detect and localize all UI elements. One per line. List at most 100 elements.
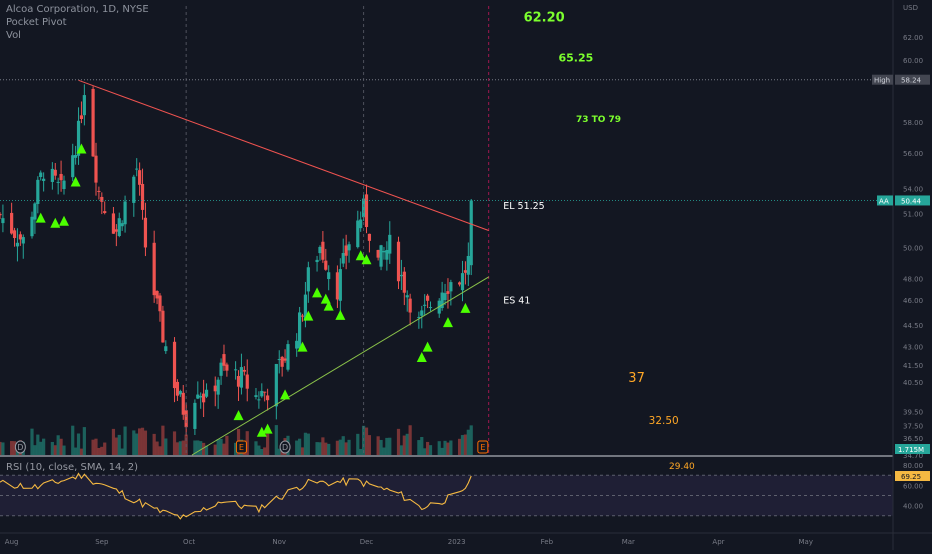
indicator-pocket-pivot: Pocket Pivot [6, 17, 67, 28]
candle-body [245, 374, 249, 389]
volume-bar [306, 433, 310, 455]
candle-body [324, 260, 328, 270]
volume-bar [245, 431, 249, 455]
candle-body [335, 272, 340, 300]
candle-body [164, 346, 168, 352]
volume-bar [103, 442, 107, 455]
indicator-volume: Vol [6, 30, 21, 41]
volume-bar [111, 428, 116, 455]
earnings-marker-label: E [480, 443, 485, 452]
volume-bar [318, 442, 322, 455]
volume-bar [388, 437, 392, 455]
candle-body [39, 172, 43, 178]
candle-body [71, 155, 75, 178]
pocket-pivot-marker [256, 426, 267, 437]
candle-body [440, 292, 444, 309]
volume-bar [42, 438, 46, 455]
candle-body [82, 95, 86, 116]
candle-body [1, 218, 5, 224]
dividend-marker [14, 440, 26, 454]
volume-bar [257, 445, 261, 455]
volume-bar [277, 448, 281, 455]
pocket-pivot-marker [312, 287, 323, 298]
candle-body [132, 176, 136, 203]
candle-body [376, 250, 380, 258]
price-tick-label: 58.00 [903, 119, 923, 127]
dividend-marker [279, 440, 291, 454]
volume-bar [193, 440, 197, 455]
candle-body [338, 269, 342, 301]
candle-body [193, 402, 197, 429]
candle-body [263, 391, 267, 393]
volume-bar [364, 427, 369, 455]
dividend-marker-label: D [282, 443, 288, 452]
symbol-title: Alcoa Corporation, 1D, NYSE [6, 4, 149, 15]
volume-bar [382, 447, 386, 455]
volume-bar [56, 435, 60, 455]
price-tick-label: 37.50 [903, 423, 923, 431]
candle-body [295, 340, 299, 349]
candle-body [423, 304, 427, 306]
candle-body [254, 395, 258, 398]
currency-label: USD [903, 4, 918, 12]
candle-body [155, 290, 159, 299]
candle-body [234, 369, 238, 371]
pocket-pivot-marker [355, 250, 366, 261]
candle-body [367, 233, 372, 241]
candle-body [135, 168, 139, 170]
volume-bar [420, 436, 424, 455]
rsi-line-group [0, 472, 472, 520]
price-tick-label: 40.50 [903, 379, 923, 387]
volume-bar [338, 439, 342, 455]
candle-body [388, 234, 392, 254]
pocket-pivot-marker [422, 341, 433, 352]
candle-body [15, 242, 20, 247]
time-tick-label: Feb [541, 538, 554, 546]
candle-body [463, 270, 468, 273]
volume-bar [123, 426, 127, 455]
volume-bar [62, 445, 66, 455]
candle-body [449, 282, 453, 292]
volume-value-tag [895, 444, 930, 454]
candle-body [260, 390, 264, 397]
time-tick-label: Dec [360, 538, 374, 546]
candle-body [59, 173, 63, 181]
volume-bar [204, 445, 209, 455]
volume-bar [219, 438, 223, 455]
high-badge-tag [872, 74, 893, 85]
time-tick-label: Oct [183, 538, 195, 546]
candle-body [56, 181, 60, 183]
volume-bar [254, 441, 258, 455]
time-tick-label: Nov [272, 538, 286, 546]
candle-body [396, 241, 401, 282]
volume-bar [30, 428, 34, 455]
price-tick-label: 41.50 [903, 362, 923, 370]
candle-body [356, 220, 360, 248]
candle-body [266, 395, 270, 401]
volume-bar [199, 441, 203, 455]
price-axis: USD 62.00 60.00 58.00 56.00 54.00 51.00 50.00 48… [872, 0, 932, 550]
candle-body [94, 155, 98, 183]
volume-bar [300, 447, 305, 455]
volume-bar [423, 448, 427, 455]
volume-bar [437, 441, 441, 455]
last-value-label: 50.44 [901, 197, 922, 205]
pocket-pivot-marker [303, 310, 314, 321]
candle-body [123, 201, 127, 225]
candle-body [469, 200, 473, 266]
volume-bar [152, 433, 156, 455]
volume-bar [466, 429, 470, 455]
price-axis-background [893, 0, 932, 550]
candle-body [460, 273, 465, 291]
price-tick-label: 48.00 [903, 275, 923, 283]
candle-body [298, 312, 302, 349]
candle-body [152, 242, 156, 296]
candle-body [12, 230, 17, 239]
dividend-marker-label: D [17, 443, 23, 452]
candle-body [100, 196, 104, 202]
resistance-trendline [78, 79, 489, 231]
volume-bar [59, 438, 63, 455]
